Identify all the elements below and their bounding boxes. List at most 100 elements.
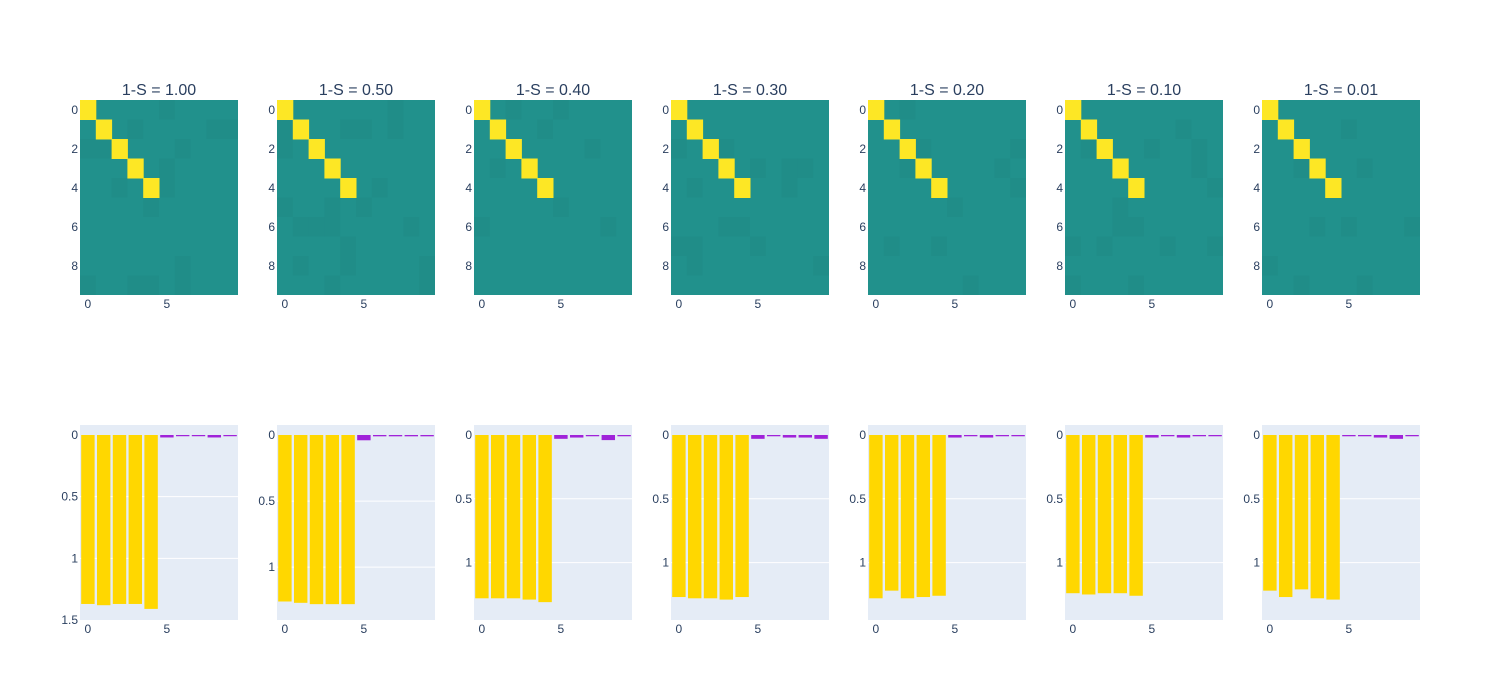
heatmap-cell bbox=[750, 158, 766, 178]
bar bbox=[884, 435, 899, 591]
heatmap-y-tick: 8 bbox=[662, 259, 669, 273]
bar bbox=[687, 435, 702, 599]
heatmap-y-tick: 8 bbox=[859, 259, 866, 273]
heatmap-y-tick: 0 bbox=[465, 103, 472, 117]
bar-x-tick: 0 bbox=[676, 622, 683, 636]
heatmap-cell-high bbox=[1309, 158, 1326, 179]
heatmap-x-tick: 0 bbox=[873, 297, 880, 311]
heatmap-cell-high bbox=[868, 100, 885, 120]
heatmap-cell-high bbox=[292, 119, 310, 140]
heatmap-cell bbox=[292, 217, 309, 237]
heatmap-cell bbox=[127, 119, 144, 139]
heatmap-cell-high bbox=[340, 178, 357, 198]
bar bbox=[112, 435, 127, 604]
heatmap-cell bbox=[159, 178, 175, 198]
bar bbox=[963, 435, 978, 437]
heatmap-cell bbox=[1096, 236, 1113, 256]
bar bbox=[191, 435, 206, 437]
heatmap-cell bbox=[489, 158, 506, 178]
bar-x-tick: 0 bbox=[1070, 622, 1077, 636]
heatmap-cell bbox=[174, 139, 191, 159]
bar bbox=[1176, 435, 1191, 438]
bar-y-tick: 0 bbox=[1056, 428, 1063, 442]
heatmap-cell bbox=[277, 197, 293, 217]
bar bbox=[404, 435, 419, 437]
heatmap-cell bbox=[324, 217, 341, 237]
heatmap-cell bbox=[143, 275, 159, 295]
heatmap-y-tick: 4 bbox=[1056, 181, 1063, 195]
bar bbox=[490, 435, 505, 599]
heatmap-cell-high bbox=[1080, 119, 1098, 140]
bar-y-tick: 0 bbox=[859, 428, 866, 442]
bar-y-tick: 0 bbox=[268, 428, 275, 442]
bar bbox=[814, 435, 828, 439]
heatmap-cell bbox=[292, 256, 309, 276]
heatmap-cell bbox=[781, 158, 798, 178]
heatmap-cell-high bbox=[308, 139, 325, 159]
bar bbox=[869, 435, 883, 599]
heatmap-y-tick: 8 bbox=[268, 259, 275, 273]
bar-y-tick: 0 bbox=[1253, 428, 1260, 442]
bar bbox=[160, 435, 174, 438]
heatmap-cell bbox=[1207, 236, 1223, 256]
bar bbox=[341, 435, 355, 605]
heatmap-x-tick: 0 bbox=[1070, 297, 1077, 311]
heatmap-cell-high bbox=[734, 178, 751, 198]
bar bbox=[766, 435, 781, 437]
heatmap-x-tick: 0 bbox=[282, 297, 289, 311]
heatmap-cell bbox=[174, 256, 191, 276]
heatmap-cell bbox=[915, 139, 932, 159]
bar bbox=[1160, 435, 1175, 437]
heatmap-cell bbox=[1010, 178, 1026, 198]
bar-x-tick: 5 bbox=[558, 622, 565, 636]
heatmap-x-tick: 5 bbox=[361, 297, 368, 311]
heatmap-cell bbox=[718, 217, 735, 237]
heatmap-x-tick: 5 bbox=[1346, 297, 1353, 311]
heatmap-cell bbox=[686, 256, 703, 276]
panel-title: 1-S = 0.30 bbox=[713, 82, 787, 99]
bar bbox=[1294, 435, 1309, 590]
heatmap-x-tick: 5 bbox=[164, 297, 171, 311]
heatmap-cell bbox=[1293, 158, 1310, 178]
heatmap-cell bbox=[1262, 256, 1278, 276]
bar bbox=[979, 435, 994, 438]
heatmap-cell bbox=[277, 119, 293, 139]
heatmap-y-tick: 6 bbox=[268, 220, 275, 234]
bar-y-tick: 0.5 bbox=[455, 492, 472, 506]
heatmap-cell bbox=[1144, 139, 1160, 159]
bar bbox=[751, 435, 765, 439]
heatmap-cell bbox=[781, 178, 798, 198]
panel-title: 1-S = 0.40 bbox=[516, 82, 590, 99]
heatmap-cell bbox=[324, 275, 341, 295]
bar bbox=[703, 435, 718, 599]
bar-y-tick: 0 bbox=[662, 428, 669, 442]
bar bbox=[1357, 435, 1372, 437]
heatmap-cell bbox=[1309, 217, 1326, 237]
bar-y-tick: 1 bbox=[1056, 556, 1063, 570]
heatmap-cell-high bbox=[111, 139, 128, 159]
heatmap-cell-high bbox=[1325, 178, 1342, 198]
heatmap-y-tick: 2 bbox=[1056, 142, 1063, 156]
bar bbox=[522, 435, 537, 600]
bar bbox=[475, 435, 489, 599]
heatmap-cell bbox=[308, 217, 325, 237]
bar bbox=[995, 435, 1010, 437]
heatmap-cell bbox=[600, 217, 617, 237]
bar bbox=[1066, 435, 1080, 594]
heatmap-cell bbox=[474, 217, 490, 237]
heatmap-cell-high bbox=[489, 119, 507, 140]
heatmap-cell bbox=[1065, 275, 1081, 295]
bar bbox=[325, 435, 340, 605]
bar bbox=[1278, 435, 1293, 598]
heatmap-cell-high bbox=[1262, 100, 1279, 120]
heatmap-y-tick: 0 bbox=[71, 103, 78, 117]
bar-y-tick: 0.5 bbox=[258, 494, 275, 508]
bar-y-tick: 0.5 bbox=[1243, 492, 1260, 506]
heatmap-cell-high bbox=[1065, 100, 1082, 120]
heatmap-cell-high bbox=[474, 100, 491, 120]
heatmap-cell bbox=[1010, 139, 1026, 159]
bar bbox=[207, 435, 222, 438]
heatmap-cell bbox=[1159, 236, 1176, 256]
heatmap-y-tick: 6 bbox=[1056, 220, 1063, 234]
